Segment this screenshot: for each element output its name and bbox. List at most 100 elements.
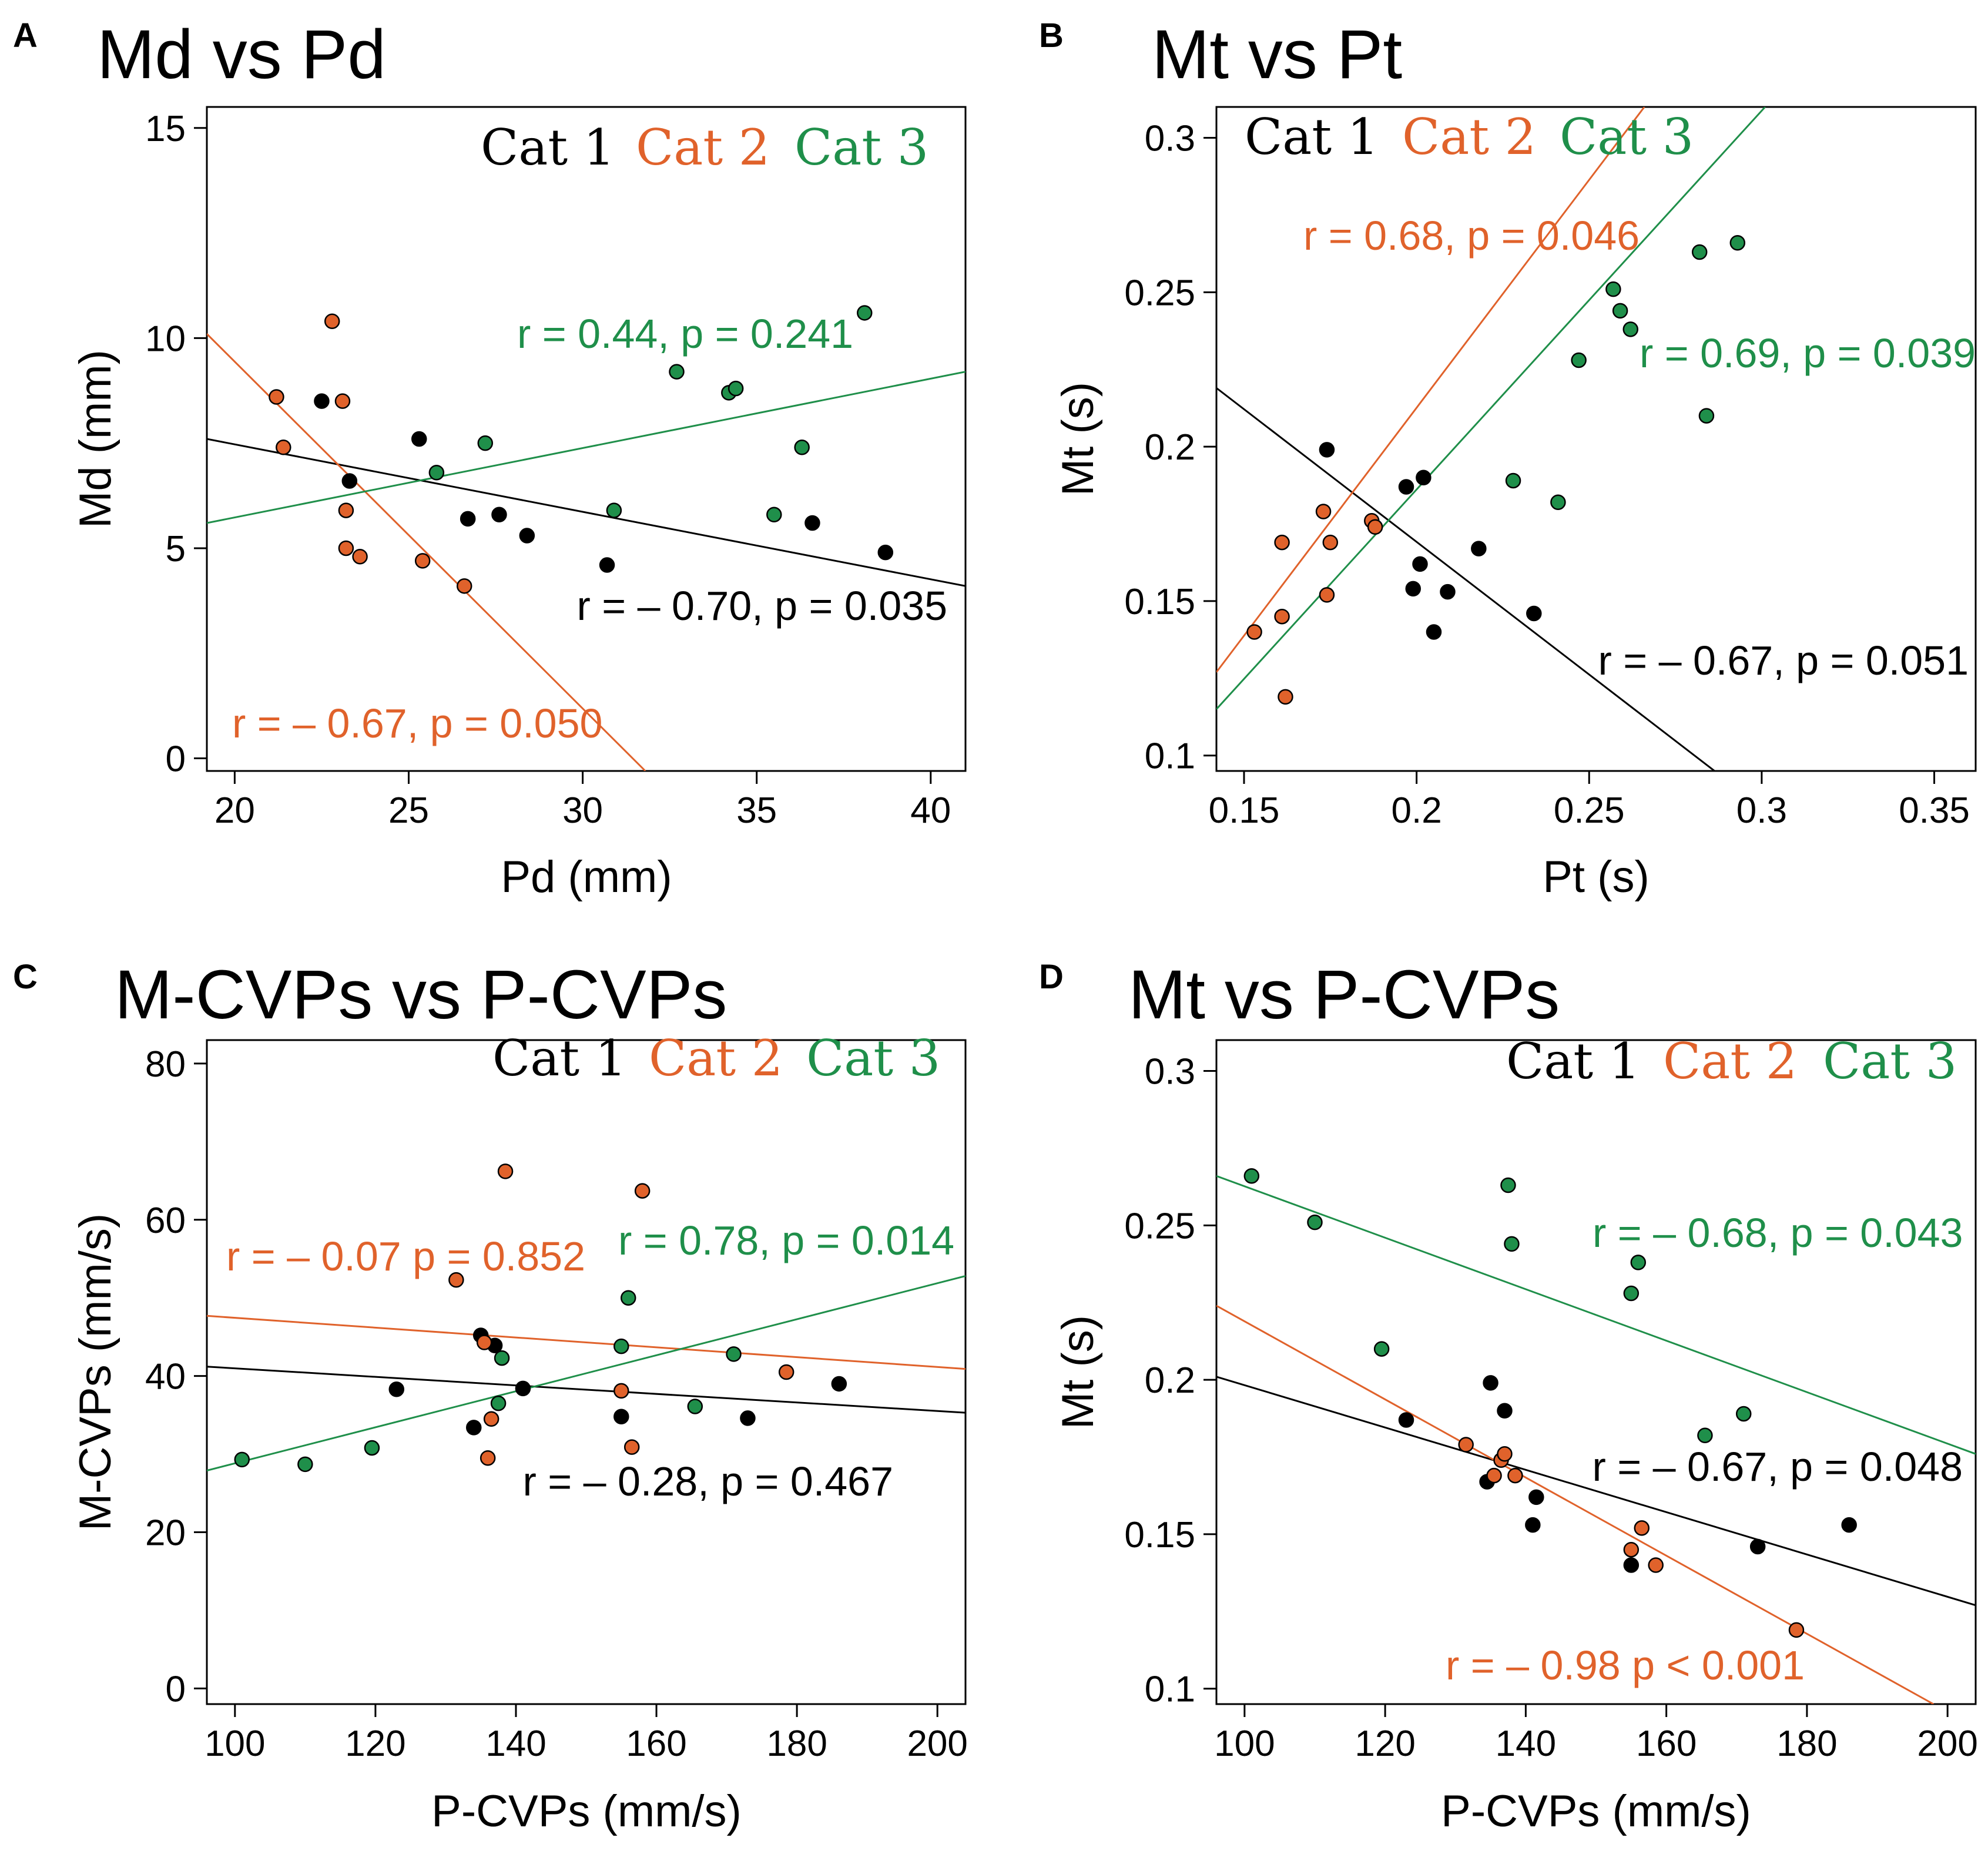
panel-a-y-axis-label: Md (mm) xyxy=(71,350,120,528)
panel-d-x-tick-label: 180 xyxy=(1776,1723,1837,1764)
panel-b-point-cat1 xyxy=(1471,541,1487,556)
panel-a-point-cat2 xyxy=(276,440,291,455)
panel-d-x-tick-label: 200 xyxy=(1917,1723,1977,1764)
panel-c-fit-line-cat2 xyxy=(207,1315,965,1370)
panel-d-y-tick-label: 0.2 xyxy=(1145,1360,1195,1401)
panel-d-stat-cat2: r = – 0.98 p < 0.001 xyxy=(1446,1642,1805,1688)
panel-c-point-cat2 xyxy=(480,1450,496,1466)
panel-b-stat-cat2: r = 0.68, p = 0.046 xyxy=(1303,213,1640,259)
panel-b-x-tick-label: 0.25 xyxy=(1554,790,1625,831)
panel-b-title: Mt vs Pt xyxy=(1152,16,1402,93)
panel-d-stat-cat3: r = – 0.68, p = 0.043 xyxy=(1593,1210,1963,1256)
panel-a-x-tick-label: 20 xyxy=(214,790,255,831)
panel-d-legend-cat3: Cat 3 xyxy=(1823,1032,1957,1090)
panel-c-point-cat3 xyxy=(490,1395,507,1411)
panel-c-y-tick-label: 80 xyxy=(145,1044,186,1085)
panel-c-point-cat2 xyxy=(483,1411,499,1427)
panel-d-point-cat2 xyxy=(1458,1437,1474,1453)
panel-b-legend-cat1: Cat 1 xyxy=(1245,108,1379,166)
panel-d-point-cat3 xyxy=(1697,1427,1713,1443)
panel-c-x-tick-label: 200 xyxy=(907,1723,967,1764)
panel-b-y-tick-label: 0.15 xyxy=(1124,582,1195,622)
panel-a-point-cat3 xyxy=(766,507,782,522)
panel-c-title: M-CVPs vs P-CVPs xyxy=(115,956,727,1034)
panel-c: C M-CVPs vs P-CVPs 100 120 140 160 180 200 0 20 40… xyxy=(13,956,968,1836)
panel-c-stat-cat3: r = 0.78, p = 0.014 xyxy=(618,1218,954,1263)
panel-c-x-axis-label: P-CVPs (mm/s) xyxy=(431,1786,742,1836)
panel-b-point-cat1 xyxy=(1440,584,1456,600)
panel-a-y-tick-label: 10 xyxy=(145,318,186,359)
panel-c-point-cat3 xyxy=(687,1399,703,1414)
panel-c-point-cat1 xyxy=(831,1376,847,1392)
panel-c-point-cat2 xyxy=(497,1163,514,1179)
panel-a-stat-cat2: r = – 0.67, p = 0.050 xyxy=(232,700,602,746)
panel-d: D Mt vs P-CVPs 100 120 140 160 180 200 0.1 0.15 0.… xyxy=(1039,956,1978,1836)
panel-c-point-cat3 xyxy=(726,1346,742,1362)
panel-b-point-cat3 xyxy=(1612,303,1628,319)
panel-a-point-cat3 xyxy=(728,380,744,397)
panel-a-legend-cat2: Cat 2 xyxy=(636,119,770,176)
panel-a-point-cat3 xyxy=(794,440,810,455)
panel-b-point-cat3 xyxy=(1571,352,1587,368)
panel-b-legend-cat3: Cat 3 xyxy=(1560,108,1694,166)
panel-c-point-cat1 xyxy=(515,1380,531,1397)
panel-c-point-cat1 xyxy=(614,1409,629,1425)
panel-d-y-tick-label: 0.1 xyxy=(1145,1669,1195,1710)
panel-d-letter: D xyxy=(1039,958,1064,996)
panel-c-fit-line-cat3 xyxy=(207,1275,965,1471)
panel-a-point-cat1 xyxy=(877,544,894,561)
panel-a-fit-line-cat3 xyxy=(207,371,965,524)
panel-d-x-tick-label: 160 xyxy=(1636,1723,1697,1764)
panel-a-point-cat3 xyxy=(606,502,622,518)
panel-c-point-cat2 xyxy=(614,1383,629,1399)
panel-b-x-tick-label: 0.3 xyxy=(1736,790,1787,831)
panel-a-point-cat2 xyxy=(414,553,431,569)
panel-a-point-cat2 xyxy=(352,549,368,565)
panel-c-point-cat3 xyxy=(234,1451,250,1468)
panel-a-fit-line-cat1 xyxy=(207,438,965,587)
panel-d-x-tick-label: 120 xyxy=(1355,1723,1415,1764)
panel-a-point-cat1 xyxy=(411,431,427,447)
panel-a-point-cat1 xyxy=(804,515,820,531)
panel-d-point-cat3 xyxy=(1504,1236,1520,1252)
panel-a-point-cat1 xyxy=(341,473,358,489)
panel-b-fit-line-cat1 xyxy=(1216,387,1717,771)
panel-b-x-tick-label: 0.2 xyxy=(1392,790,1442,831)
panel-d-x-tick-label: 100 xyxy=(1214,1723,1275,1764)
panel-a-stat-cat3: r = 0.44, p = 0.241 xyxy=(517,311,853,357)
panel-a-point-cat1 xyxy=(519,528,535,544)
panel-d-point-cat1 xyxy=(1841,1517,1857,1533)
panel-d-point-cat1 xyxy=(1623,1557,1640,1573)
panel-d-point-cat1 xyxy=(1398,1412,1414,1428)
panel-b-y-tick-label: 0.1 xyxy=(1145,736,1195,777)
panel-c-point-cat1 xyxy=(388,1381,404,1397)
panel-d-x-axis-label: P-CVPs (mm/s) xyxy=(1441,1786,1751,1836)
panel-c-stat-cat1: r = – 0.28, p = 0.467 xyxy=(523,1458,893,1504)
panel-c-point-cat3 xyxy=(620,1290,636,1306)
panel-a-legend-cat3: Cat 3 xyxy=(794,119,928,176)
panel-d-y-axis-label: Mt (s) xyxy=(1053,1315,1103,1429)
panel-a-point-cat2 xyxy=(338,502,354,518)
panel-a-x-axis-label: Pd (mm) xyxy=(501,852,672,902)
panel-d-point-cat3 xyxy=(1243,1168,1260,1184)
panel-c-x-tick-label: 100 xyxy=(205,1723,265,1764)
panel-c-y-axis-label: M-CVPs (mm/s) xyxy=(71,1213,120,1531)
panel-a-y-tick-label: 0 xyxy=(166,739,186,780)
panel-b-plot-frame xyxy=(1215,106,1977,772)
panel-a-point-cat3 xyxy=(477,435,494,451)
panel-a-title: Md vs Pd xyxy=(97,16,386,93)
panel-c-y-tick-label: 60 xyxy=(145,1201,186,1241)
panel-b-fit-line-cat2 xyxy=(1216,107,1645,673)
panel-b-point-cat2 xyxy=(1246,624,1262,640)
panel-c-y-tick-label: 0 xyxy=(166,1669,186,1709)
panel-d-legend-cat1: Cat 1 xyxy=(1506,1032,1640,1090)
panel-a-point-cat2 xyxy=(338,540,354,556)
panel-a-fit-line-cat2 xyxy=(207,333,646,771)
panel-a-x-tick-label: 40 xyxy=(910,790,951,831)
panel-a-point-cat2 xyxy=(334,393,351,409)
panel-c-legend-cat2: Cat 2 xyxy=(649,1030,783,1087)
panel-a-point-cat2 xyxy=(456,578,472,594)
panel-a-y-tick-label: 15 xyxy=(145,109,186,149)
panel-b-point-cat3 xyxy=(1605,281,1621,297)
panel-b-letter: B xyxy=(1039,16,1064,55)
